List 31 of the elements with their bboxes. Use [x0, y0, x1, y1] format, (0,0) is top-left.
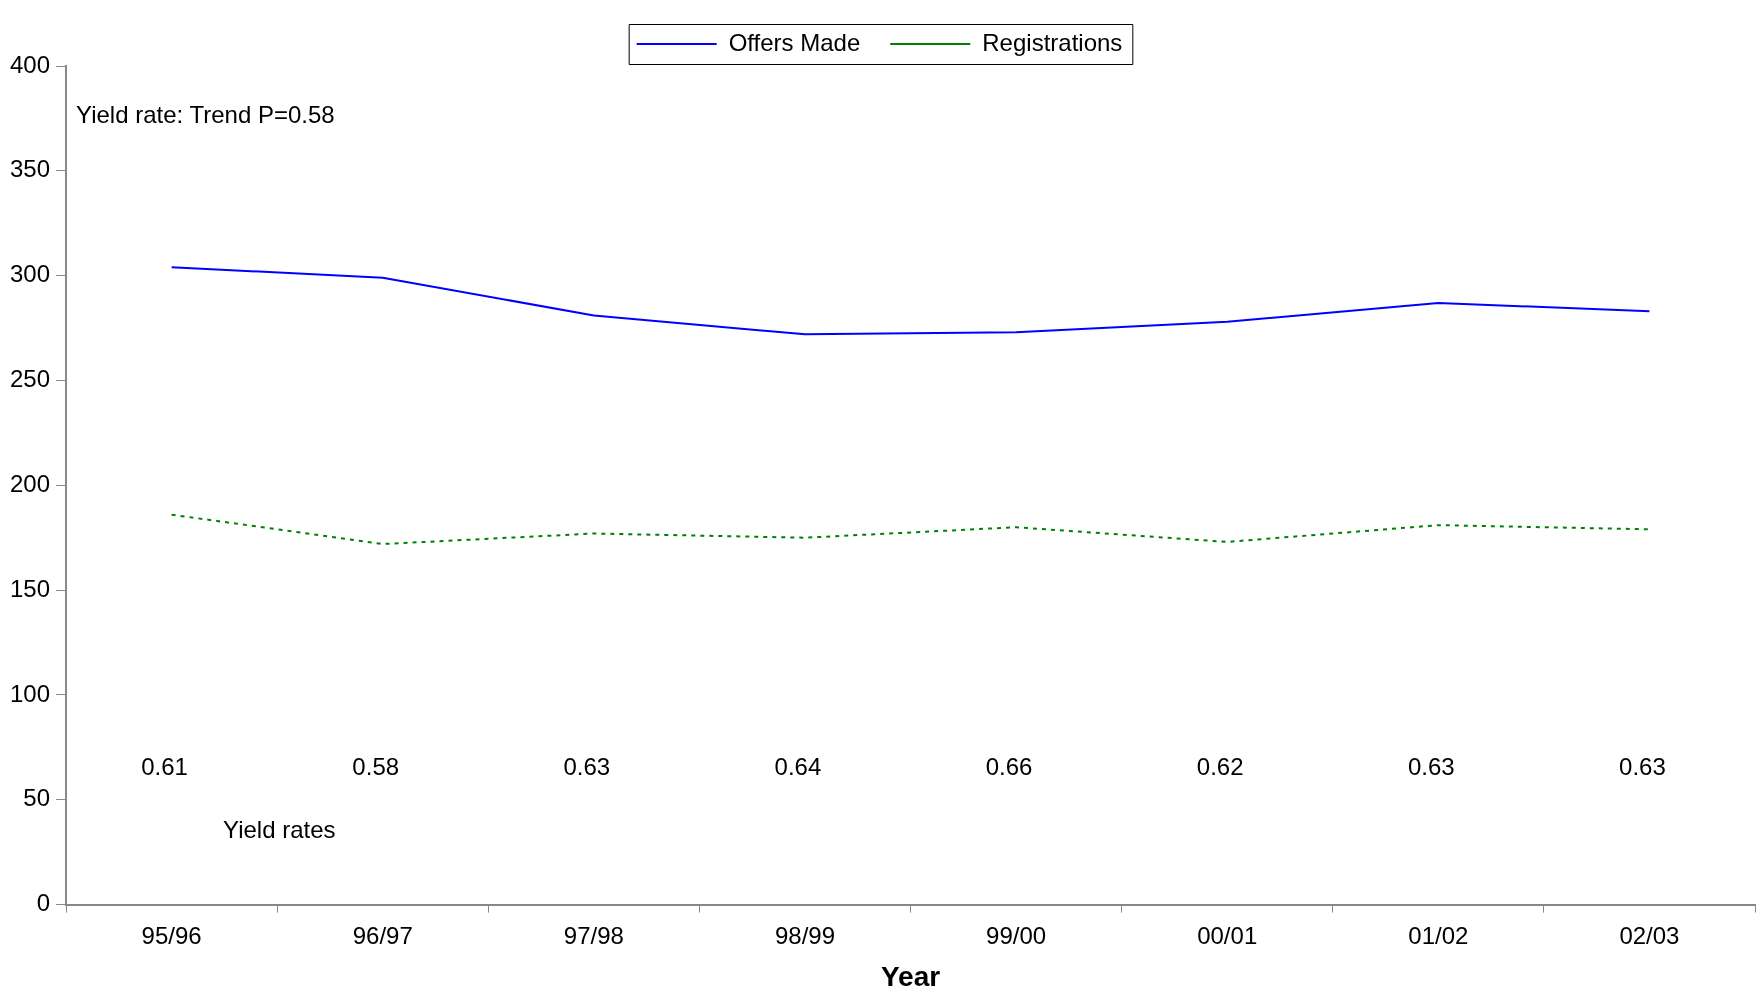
y-tick-label: 200	[10, 469, 51, 497]
x-tick-label: 99/00	[986, 921, 1047, 949]
x-tick-label: 00/01	[1197, 921, 1258, 949]
x-tick-label: 95/96	[141, 921, 202, 949]
line-series	[170, 513, 1651, 545]
y-tick-label: 250	[10, 365, 51, 393]
x-axis-title: Year	[880, 960, 941, 992]
x-tick-label: 01/02	[1408, 921, 1469, 949]
annotation: 0.58	[352, 752, 400, 780]
y-tick-label: 350	[10, 155, 51, 183]
annotation: 0.66	[985, 752, 1033, 780]
y-tick-label: 150	[10, 574, 51, 602]
x-tick-label: 98/99	[774, 921, 835, 949]
annotation: Yield rates	[223, 815, 336, 843]
y-tick-label: 300	[10, 260, 51, 288]
annotation: 0.63	[1407, 752, 1455, 780]
annotation: 0.63	[1619, 752, 1666, 780]
y-tick-label: 400	[10, 50, 51, 78]
y-tick-label: 100	[10, 679, 51, 707]
annotation: 0.64	[774, 752, 822, 780]
x-tick-label: 02/03	[1619, 921, 1680, 949]
y-tick-label: 50	[23, 784, 51, 812]
x-tick-label: 97/98	[563, 921, 624, 949]
annotation: 0.61	[141, 752, 188, 780]
annotation: 0.62	[1196, 752, 1244, 780]
legend-label: Registrations	[982, 28, 1123, 56]
y-tick-label: 0	[36, 889, 51, 917]
legend-label: Offers Made	[728, 28, 861, 56]
x-tick-label: 96/97	[352, 921, 413, 949]
annotation: 0.63	[563, 752, 611, 780]
annotation: Yield rate: Trend P=0.58	[76, 100, 335, 128]
